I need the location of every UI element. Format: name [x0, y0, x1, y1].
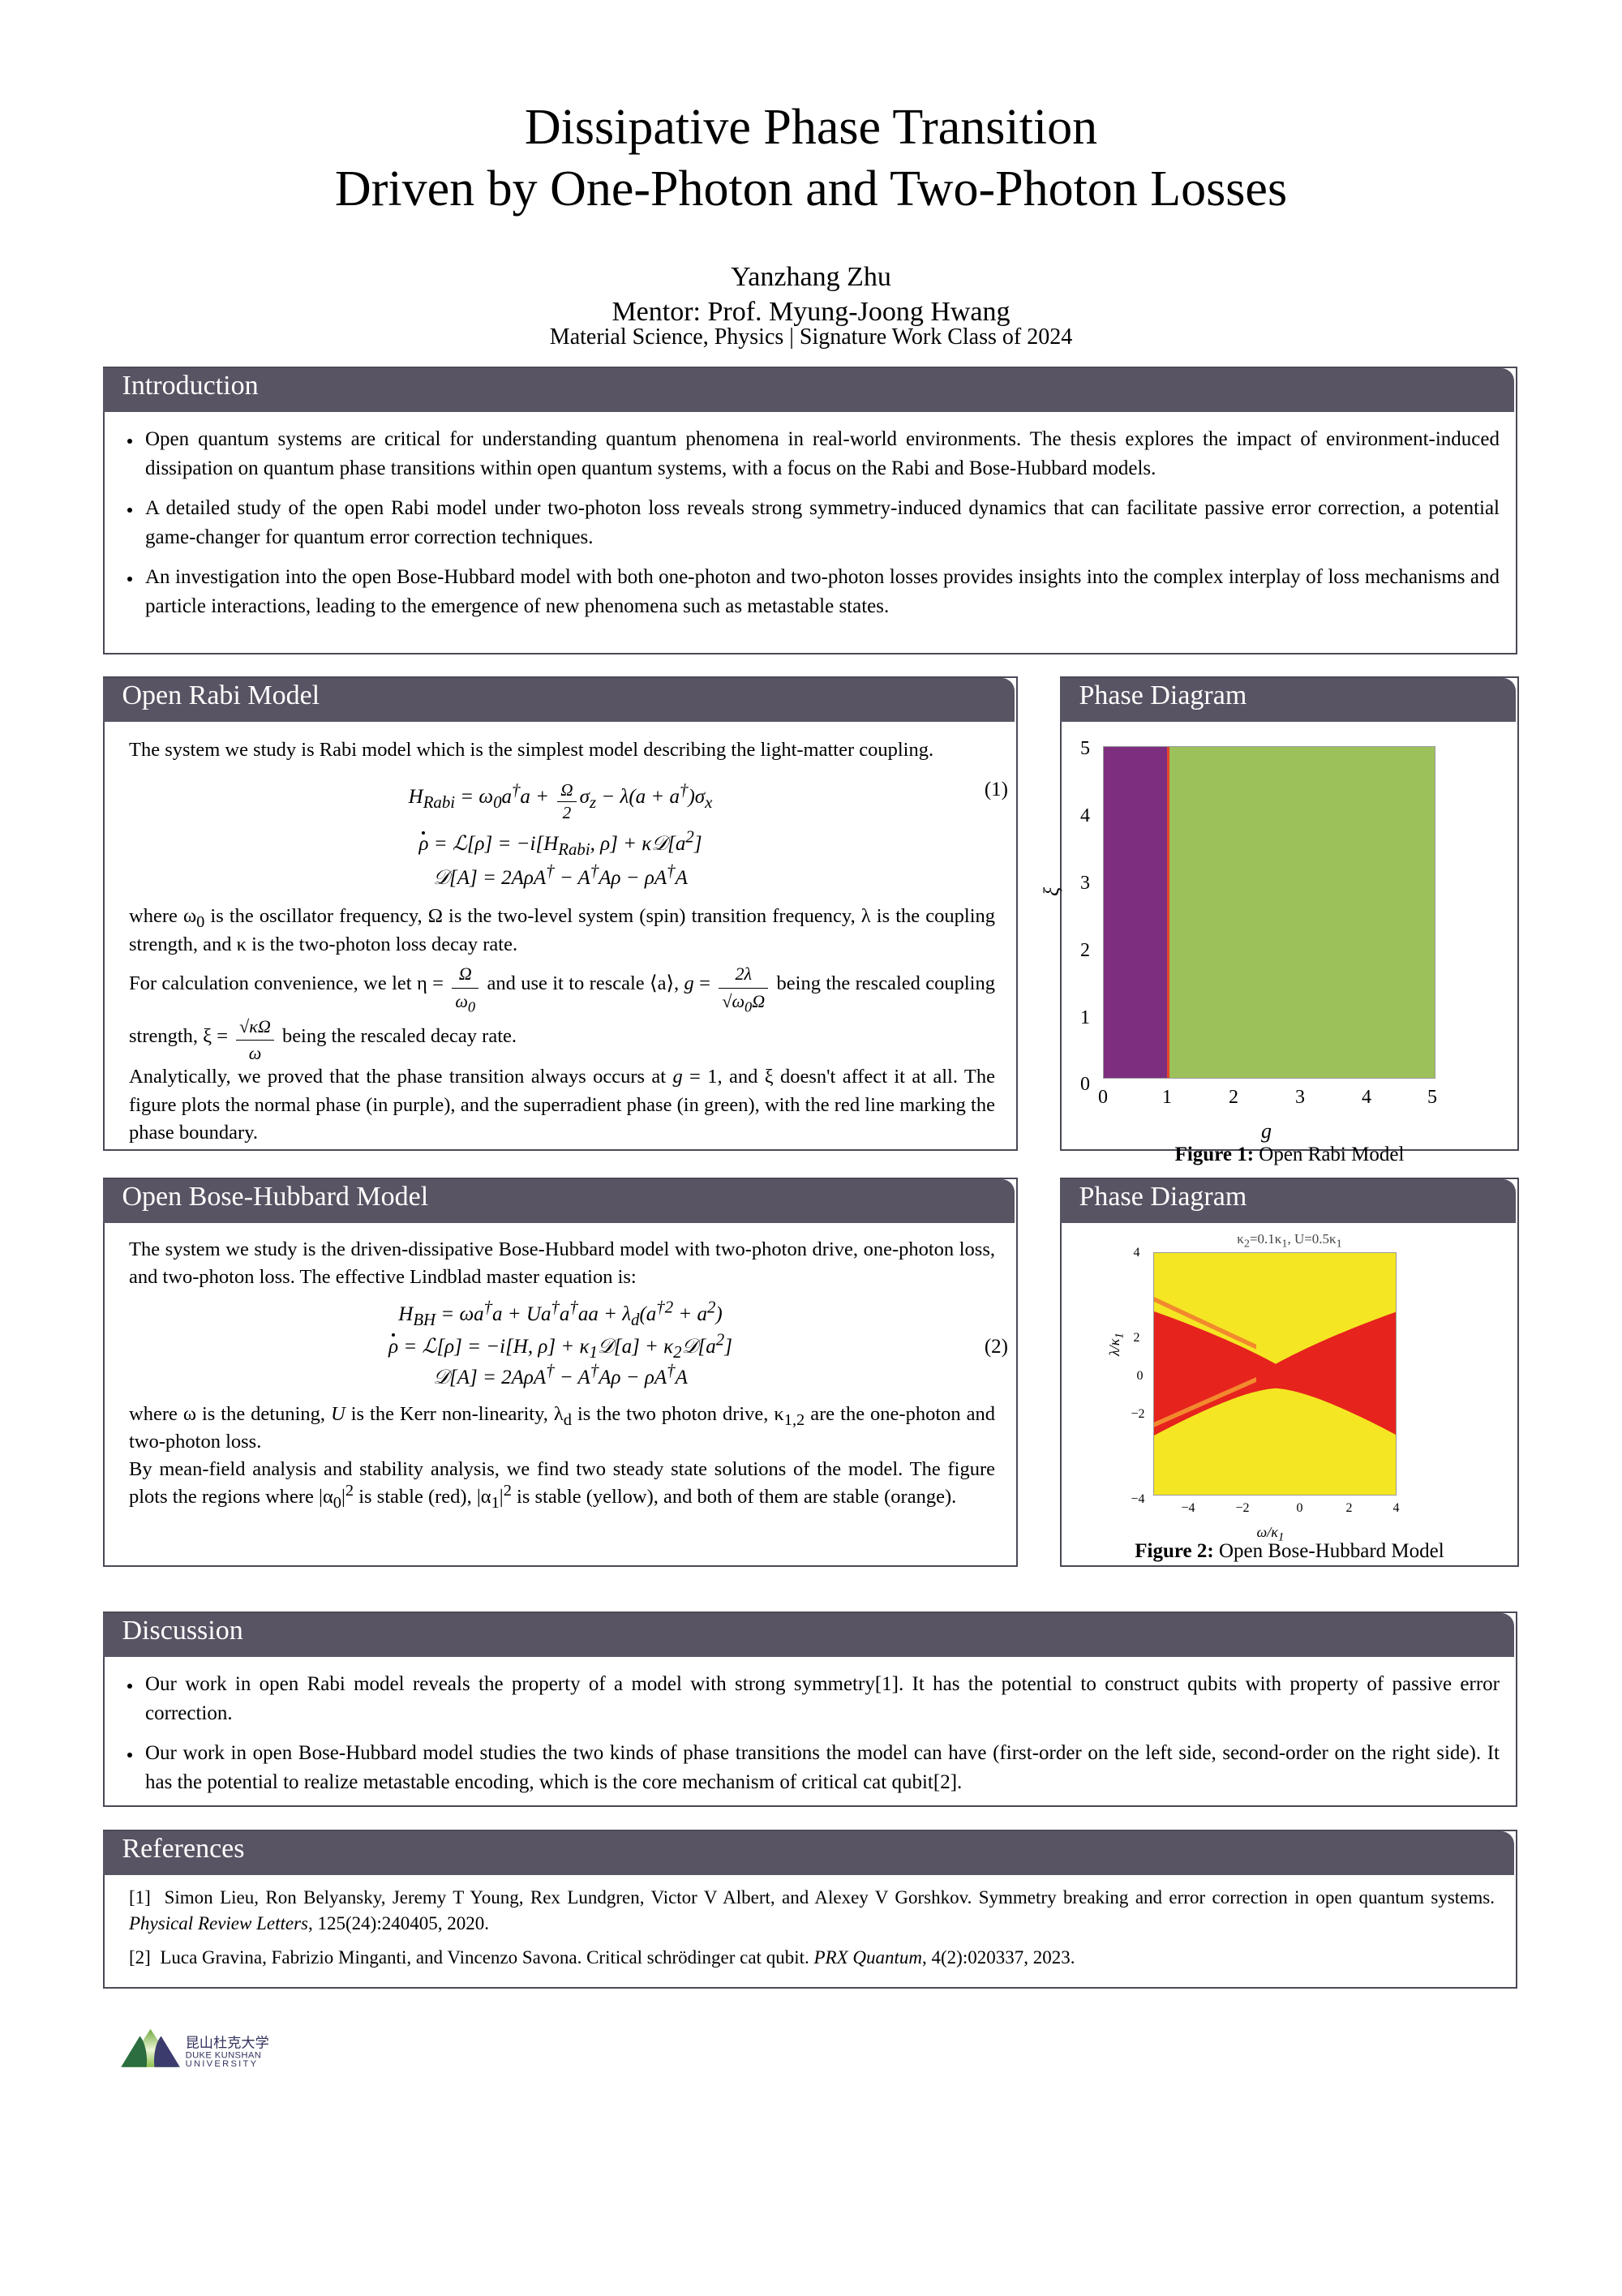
- svg-text:UNIVERSITY: UNIVERSITY: [186, 2059, 259, 2069]
- svg-text:昆山杜克大学: 昆山杜克大学: [186, 2034, 269, 2050]
